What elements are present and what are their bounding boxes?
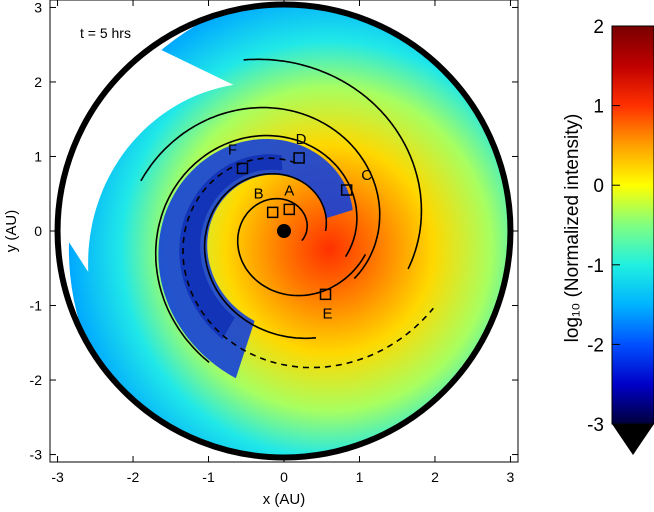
- marker-a-label: A: [284, 182, 294, 199]
- x-tick-label--3: -3: [51, 469, 64, 485]
- field-line-5: [140, 106, 381, 280]
- x-tick-label-1: 1: [356, 469, 364, 485]
- field-line-3: [154, 134, 358, 364]
- colorbar-tick-label-1: 1: [593, 97, 604, 118]
- y-tick-label--2: -2: [30, 372, 43, 388]
- y-axis-label: y (AU): [3, 210, 20, 253]
- marker-a-box: [283, 203, 296, 216]
- colorbar-tick-label--3: -3: [587, 415, 604, 436]
- y-tick-label-1: 1: [34, 148, 42, 164]
- x-axis-label: x (AU): [263, 491, 306, 508]
- colorbar-extend-triangle: [612, 424, 654, 455]
- marker-e-box: [319, 288, 332, 301]
- colorbar-tick-label-2: 2: [593, 17, 604, 38]
- x-axis: -3 -2 -1 0 1 2 3: [51, 0, 515, 485]
- y-tick-label-2: 2: [34, 74, 42, 90]
- x-tick-label--1: -1: [202, 469, 215, 485]
- marker-b-box: [266, 206, 279, 219]
- colorbar-tick-label--1: -1: [587, 256, 604, 277]
- marker-e-label: E: [323, 305, 333, 322]
- time-annotation: t = 5 hrs: [80, 25, 131, 41]
- y-tick-label-3: 3: [34, 0, 42, 15]
- colorbar-label: log₁₀ (Normalized intensity): [562, 114, 583, 343]
- x-tick-label-2: 2: [431, 469, 439, 485]
- marker-f-label: F: [228, 141, 237, 158]
- y-tick-label--3: -3: [30, 447, 43, 463]
- y-tick-label--1: -1: [30, 298, 43, 314]
- field-line-2: [203, 173, 328, 340]
- marker-c-label: C: [361, 167, 372, 184]
- x-tick-label-3: 3: [507, 469, 515, 485]
- colorbar-tick-label--2: -2: [587, 335, 604, 356]
- central-body: [277, 224, 291, 238]
- y-tick-label-0: 0: [34, 223, 42, 239]
- x-tick-label--2: -2: [127, 469, 140, 485]
- marker-b-label: B: [254, 185, 264, 202]
- field-line-6: [243, 58, 423, 270]
- marker-d-label: D: [296, 131, 307, 148]
- y-axis: -3 -2 -1 0 1 2 3: [30, 0, 518, 463]
- marker-d-box: [293, 152, 305, 164]
- colorbar-ticks: 2 1 0 -1 -2 -3: [587, 17, 620, 436]
- colorbar-tick-label-0: 0: [593, 176, 604, 197]
- low-intensity-spiral-core: [179, 154, 283, 340]
- marker-c-box: [340, 184, 353, 196]
- colorbar: [611, 25, 654, 425]
- field-line-1: [236, 197, 367, 297]
- marker-f-box: [236, 162, 249, 175]
- x-tick-label-0: 0: [280, 469, 288, 485]
- markers: A B C D E F: [228, 131, 372, 322]
